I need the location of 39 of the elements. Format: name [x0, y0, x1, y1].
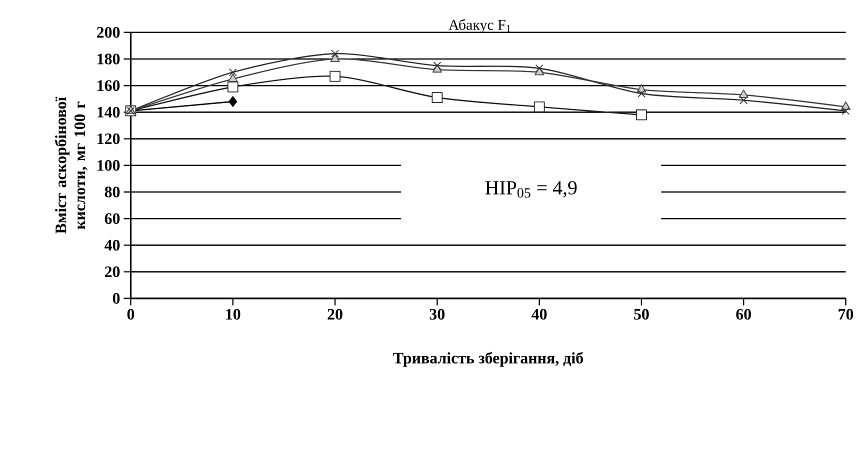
y-tick-label: 40: [104, 240, 120, 251]
x-tick-label: 40: [532, 308, 547, 320]
point: [637, 90, 646, 98]
x-axis-title: Тривалість зберігання, діб: [393, 352, 583, 367]
y-tick-label: 60: [104, 213, 120, 224]
point: [535, 64, 544, 72]
x-tick-label: 50: [634, 308, 649, 320]
point: [636, 109, 647, 120]
y-tick-label: 0: [112, 293, 120, 304]
point: [534, 101, 545, 112]
point: [738, 89, 748, 98]
point: [227, 82, 238, 92]
x-tick-label: 10: [226, 308, 240, 320]
point: [330, 54, 340, 62]
chart-title: Абакус F$_{1}$: [448, 19, 510, 33]
point: [330, 70, 340, 82]
y-tick-label: 120: [98, 133, 120, 144]
y-axis-title: Вміст аскорбінової кислоти, мг 100 г: [54, 96, 88, 234]
point: [740, 96, 748, 104]
point: [228, 74, 238, 82]
x-tick-label: 0: [127, 308, 134, 320]
y-tick-label: 140: [98, 106, 120, 118]
point: [228, 68, 237, 76]
x-tick-label: 30: [430, 308, 445, 320]
point: [228, 96, 238, 107]
y-tick-label: 180: [98, 54, 120, 64]
y-tick-label: 100: [98, 160, 120, 171]
x-tick-label: 70: [838, 308, 854, 320]
point: [432, 92, 443, 103]
annotation: НІР$_{05}$ = 4,9: [485, 181, 577, 198]
y-tick-label: 80: [104, 186, 120, 198]
y-tick-label: 20: [104, 266, 120, 278]
point: [842, 106, 850, 115]
point: [331, 50, 340, 58]
x-tick-label: 20: [328, 308, 342, 320]
y-tick-label: 160: [98, 80, 120, 91]
x-tick-label: 60: [736, 308, 751, 320]
y-tick-label: 200: [97, 27, 120, 38]
point: [433, 62, 442, 70]
